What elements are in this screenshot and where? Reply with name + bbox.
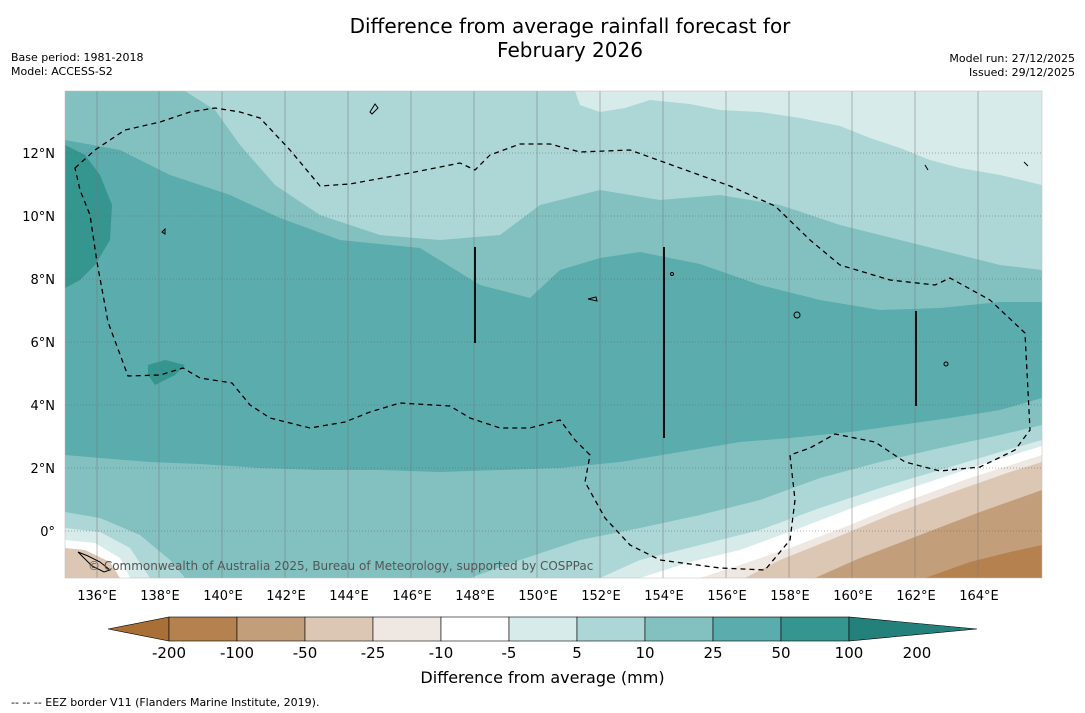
colorbar-tick-label: -200 xyxy=(151,644,187,662)
title-line-1: Difference from average rainfall forecas… xyxy=(349,14,791,38)
model-run: Model run: 27/12/2025 xyxy=(949,52,1075,65)
lat-label: 10°N xyxy=(22,210,55,225)
longitude-gridlines xyxy=(96,91,979,578)
colorbar-segment xyxy=(372,616,442,642)
colorbar-segment xyxy=(440,616,510,642)
colorbar-segment xyxy=(644,616,714,642)
lon-label: 136°E xyxy=(77,589,117,604)
colorbar-segment xyxy=(168,616,238,642)
band-5-10-north-b xyxy=(790,91,1042,172)
band-minus-50-100 xyxy=(925,545,1042,578)
band-minus-10-25-west xyxy=(65,548,120,578)
colorbar-tick-label: -10 xyxy=(428,644,454,662)
colorbar-extend-high xyxy=(848,616,978,642)
colorbar xyxy=(107,616,978,642)
band-100-200-west xyxy=(65,145,112,288)
colorbar-tick-label: 10 xyxy=(635,644,655,662)
longitude-labels: 136°E 138°E 140°E 142°E 144°E 146°E 148°… xyxy=(77,589,999,604)
lon-label: 138°E xyxy=(140,589,180,604)
colorbar-segment xyxy=(508,616,578,642)
colorbar-tick-label: 200 xyxy=(902,644,932,662)
lat-label: 4°N xyxy=(31,399,56,414)
title-line-2: February 2026 xyxy=(497,38,643,62)
band-10-25-north xyxy=(185,91,1042,270)
lat-label: 12°N xyxy=(22,147,55,162)
colorbar-title: Difference from average (mm) xyxy=(420,668,665,687)
latitude-gridlines xyxy=(65,152,1042,532)
colorbar-segment xyxy=(780,616,850,642)
colorbar-segment xyxy=(576,616,646,642)
colorbar-extend-low xyxy=(107,616,170,642)
colorbar-tick-label: -50 xyxy=(292,644,318,662)
lat-label: 2°N xyxy=(31,462,56,477)
colorbar-tick-label: 25 xyxy=(703,644,723,662)
lon-label: 162°E xyxy=(896,589,936,604)
latitude-labels: 12°N 10°N 8°N 6°N 4°N 2°N 0° xyxy=(22,147,55,540)
copyright-notice: © Commonwealth of Australia 2025, Bureau… xyxy=(88,559,593,573)
lat-label: 0° xyxy=(40,525,55,540)
colorbar-tick-label: 5 xyxy=(572,644,582,662)
metadata-right: Model run: 27/12/2025 Issued: 29/12/2025 xyxy=(949,52,1075,80)
lon-label: 140°E xyxy=(203,589,243,604)
lon-label: 156°E xyxy=(707,589,747,604)
colorbar-segment xyxy=(712,616,782,642)
eez-border-palau-fsm xyxy=(74,107,1031,571)
model-name: Model: ACCESS-S2 xyxy=(11,65,113,78)
colorbar-tick-label: -5 xyxy=(501,644,517,662)
lat-label: 6°N xyxy=(31,336,56,351)
lon-label: 152°E xyxy=(581,589,621,604)
colorbar-segment xyxy=(304,616,374,642)
lon-label: 146°E xyxy=(392,589,432,604)
map-title: Difference from average rainfall forecas… xyxy=(0,14,1085,62)
base-period: Base period: 1981-2018 xyxy=(11,51,144,64)
map-frame xyxy=(64,90,1043,579)
band-50-100 xyxy=(65,140,1042,472)
colorbar-segment xyxy=(236,616,306,642)
lon-label: 144°E xyxy=(329,589,369,604)
colorbar-tick-label: -100 xyxy=(219,644,255,662)
colorbar-tick-label: 100 xyxy=(834,644,864,662)
lon-label: 154°E xyxy=(644,589,684,604)
map-area: © Commonwealth of Australia 2025, Bureau… xyxy=(65,91,1042,578)
issued-date: Issued: 29/12/2025 xyxy=(968,66,1075,79)
lon-label: 158°E xyxy=(770,589,810,604)
lon-label: 150°E xyxy=(518,589,558,604)
colorbar-tick-label: 50 xyxy=(771,644,791,662)
colorbar-tick-label: -25 xyxy=(360,644,386,662)
metadata-left: Base period: 1981-2018 Model: ACCESS-S2 xyxy=(11,51,143,79)
lon-label: 160°E xyxy=(833,589,873,604)
eez-footnote: -- -- -- EEZ border V11 (Flanders Marine… xyxy=(11,696,320,709)
lon-label: 164°E xyxy=(959,589,999,604)
lat-label: 8°N xyxy=(31,273,56,288)
islands xyxy=(77,103,1029,573)
lon-label: 142°E xyxy=(266,589,306,604)
boundary-markers xyxy=(474,247,917,438)
band-minus-25-50 xyxy=(815,490,1042,578)
lon-label: 148°E xyxy=(455,589,495,604)
